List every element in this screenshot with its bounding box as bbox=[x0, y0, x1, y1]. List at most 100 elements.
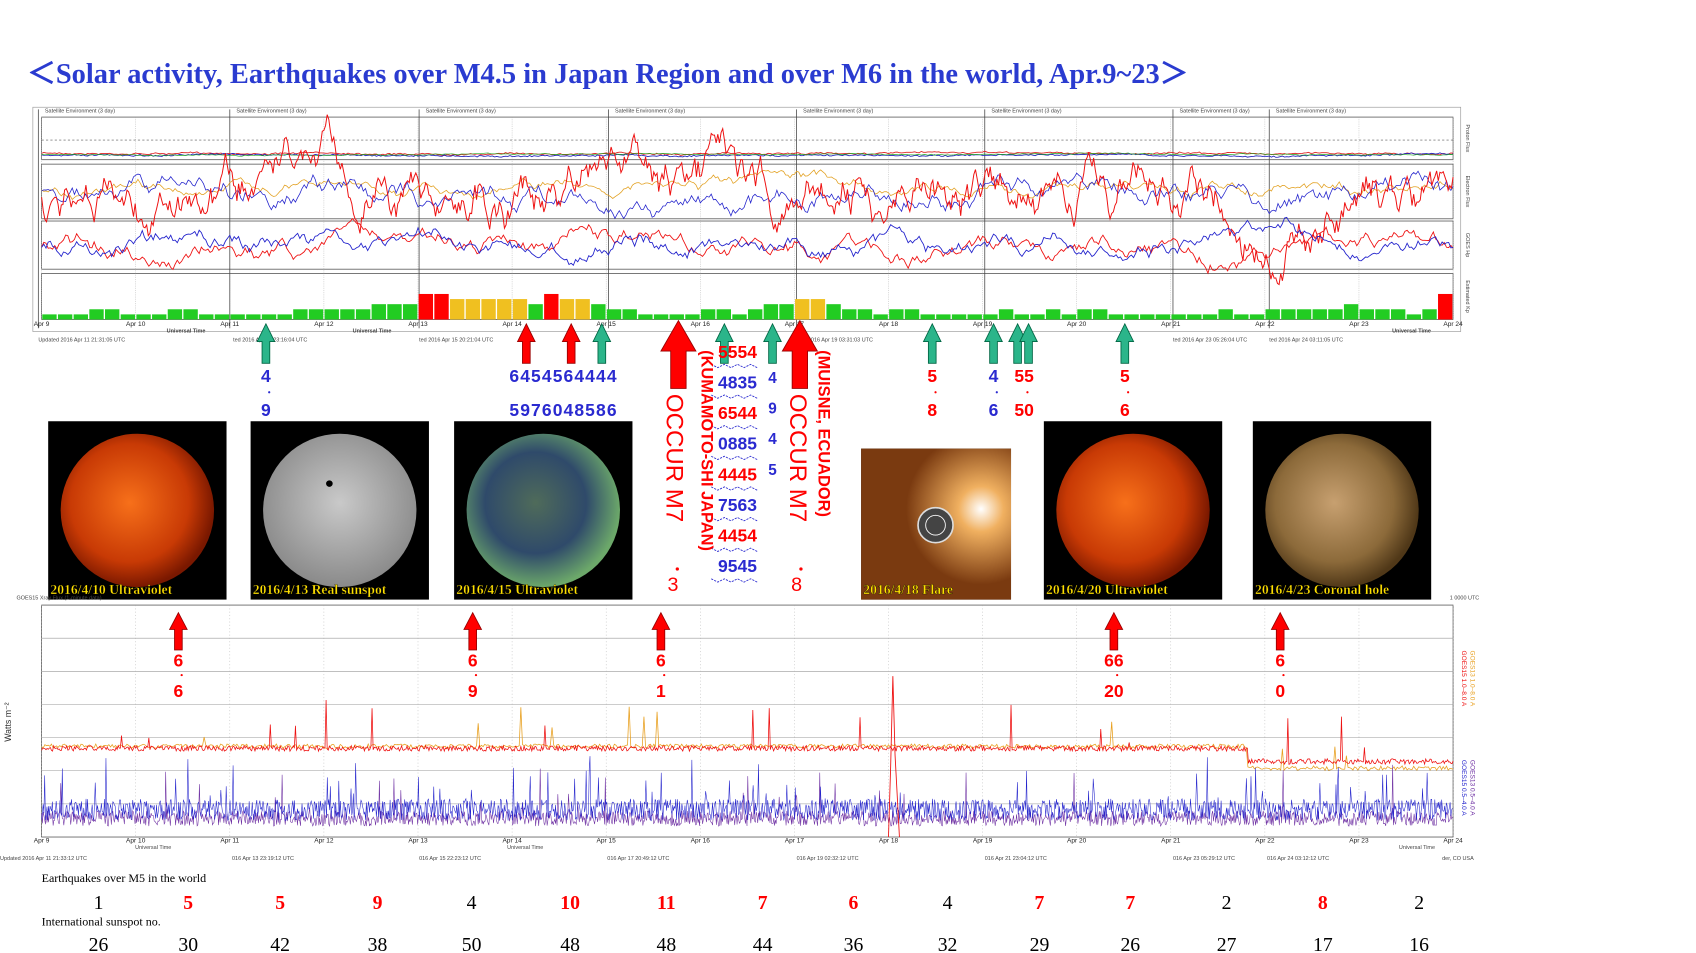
flare-spike bbox=[888, 676, 900, 838]
kp-bar bbox=[1438, 293, 1453, 320]
decimal-dot bbox=[1026, 391, 1029, 394]
date-tick: Apr 17 bbox=[785, 321, 805, 328]
panel-header: Satellite Environment (3 day) bbox=[615, 109, 685, 115]
magnitude-top: 6 bbox=[1275, 650, 1285, 670]
earthquake-count: 2 bbox=[1414, 892, 1424, 914]
cluster-top: 6454564444 bbox=[509, 366, 617, 386]
updated-stamp: Updated 2016 Apr 11 21:31:05 UTC bbox=[38, 337, 125, 343]
arrow bbox=[984, 322, 1003, 364]
arrow bbox=[1115, 322, 1135, 364]
trace bbox=[41, 216, 1454, 266]
legend-entry: GOES13 0.5–4.0 A bbox=[1469, 760, 1476, 816]
decimal-dot bbox=[1127, 391, 1130, 394]
right-label: Estimated Kp bbox=[1464, 280, 1470, 313]
date-tick: Apr 16 bbox=[691, 321, 711, 328]
arrow bbox=[168, 611, 188, 651]
image-caption: 2016/4/18 Flare bbox=[863, 582, 953, 597]
plot-box bbox=[41, 273, 1454, 320]
date-tick: Apr 22 bbox=[1255, 837, 1275, 844]
top-panel-frame bbox=[32, 106, 1462, 332]
updated-stamp: 016 Apr 13 23:19:12 UTC bbox=[232, 856, 294, 862]
decimal-dot bbox=[663, 673, 666, 677]
date-tick: Apr 24 bbox=[1443, 321, 1463, 328]
sun-disk bbox=[1056, 433, 1210, 588]
date-tick: Apr 22 bbox=[1255, 321, 1275, 328]
sunspot bbox=[326, 480, 333, 487]
zigzag-mark bbox=[711, 363, 758, 369]
kp-bar bbox=[795, 299, 810, 320]
date-tick: Apr 15 bbox=[597, 321, 617, 328]
arrow bbox=[1008, 322, 1028, 364]
decimal-dot bbox=[268, 391, 271, 394]
kp-bar bbox=[387, 304, 402, 320]
legend-entry: GOES15 0.5–4.0 A bbox=[1460, 760, 1467, 816]
earthquake-count: 5 bbox=[275, 892, 285, 914]
kp-bar bbox=[1140, 314, 1155, 320]
event-decimal: 3 bbox=[667, 574, 678, 596]
earthquake-count: 7 bbox=[758, 892, 768, 914]
right-label: Electron Flux bbox=[1464, 176, 1470, 208]
date-tick: Apr 11 bbox=[220, 837, 239, 844]
kp-bar bbox=[105, 309, 120, 320]
panel-header: Satellite Environment (3 day) bbox=[1180, 109, 1250, 115]
plot-box bbox=[41, 116, 1454, 161]
earthquake-count: 11 bbox=[657, 892, 676, 914]
kp-bar bbox=[716, 309, 731, 320]
date-tick: Apr 10 bbox=[126, 837, 146, 844]
sunspot-number: 48 bbox=[560, 934, 580, 953]
sunspot-number: 29 bbox=[1030, 934, 1050, 953]
arrow bbox=[1104, 611, 1124, 651]
arrow bbox=[592, 322, 612, 364]
kp-bar bbox=[826, 304, 841, 320]
kp-bar bbox=[1281, 309, 1296, 320]
universal-time: Universal Time bbox=[507, 845, 543, 851]
trace bbox=[41, 114, 1454, 286]
magnitude-top: 4 bbox=[989, 366, 999, 386]
updated-stamp: 016 Apr 21 23:04:12 UTC bbox=[985, 856, 1047, 862]
plot-box bbox=[41, 220, 1454, 270]
sunspot-number: 27 bbox=[1217, 934, 1237, 953]
zigzag-mark bbox=[711, 547, 758, 552]
kp-bar bbox=[512, 299, 528, 320]
kp-bar bbox=[1343, 304, 1359, 320]
trace bbox=[41, 152, 1454, 157]
updated-stamp: 016 Apr 15 22:23:12 UTC bbox=[419, 856, 481, 862]
zigzag-mark bbox=[711, 425, 758, 430]
decimal-dot bbox=[1116, 673, 1119, 677]
earthquake-count: 4 bbox=[467, 892, 477, 914]
magnitude-bottom: 6 bbox=[989, 400, 999, 420]
image-caption: 2016/4/23 Coronal hole bbox=[1255, 582, 1389, 597]
flux-trace bbox=[41, 706, 1454, 772]
kp-bar bbox=[1077, 309, 1092, 320]
kp-bar bbox=[1296, 309, 1312, 320]
sunspot-number: 26 bbox=[1120, 934, 1140, 953]
earthquake-count: 2 bbox=[1222, 892, 1232, 914]
kp-bar bbox=[622, 309, 637, 320]
kp-bar bbox=[1359, 309, 1374, 320]
kp-bar bbox=[559, 299, 575, 320]
kp-bar bbox=[261, 314, 277, 320]
title: ＜Solar activity, Earthquakes over M4.5 i… bbox=[27, 59, 1188, 90]
trace bbox=[41, 170, 1454, 220]
right-label: GOES Hp bbox=[1464, 233, 1470, 257]
earthquake-count: 6 bbox=[849, 892, 859, 914]
date-tick: Apr 20 bbox=[1067, 321, 1087, 328]
zigzag-side: 4 bbox=[768, 431, 777, 448]
kp-bar bbox=[1375, 309, 1390, 320]
magnitude-top: 6 bbox=[468, 650, 478, 670]
kp-bar bbox=[199, 314, 214, 320]
zigzag-row: 5554 bbox=[718, 342, 757, 362]
date-tick: Apr 13 bbox=[408, 321, 428, 328]
magnitude-top: 5 bbox=[927, 366, 937, 386]
kp-bar bbox=[544, 293, 559, 320]
kp-bar bbox=[1187, 314, 1202, 320]
kp-bar bbox=[810, 299, 826, 320]
zigzag-side: 9 bbox=[768, 401, 777, 418]
kp-bar bbox=[355, 309, 371, 320]
legend-entry: GOES15 1.0–8.0 A bbox=[1460, 651, 1467, 707]
date-tick: Apr 21 bbox=[1161, 837, 1181, 844]
arrow bbox=[463, 611, 483, 651]
zigzag-row: 4445 bbox=[718, 464, 757, 484]
kp-bar bbox=[371, 304, 386, 320]
